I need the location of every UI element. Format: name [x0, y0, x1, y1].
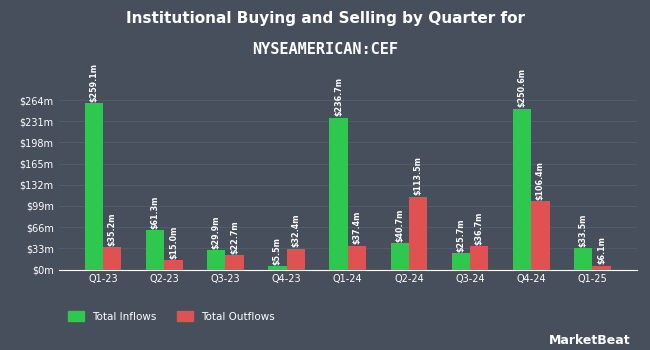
- Bar: [391, 243, 409, 270]
- Text: $37.4m: $37.4m: [352, 211, 361, 244]
- Bar: [592, 266, 611, 270]
- Bar: [84, 103, 103, 270]
- Text: $29.9m: $29.9m: [212, 216, 221, 249]
- Bar: [207, 250, 226, 270]
- Text: $113.5m: $113.5m: [413, 156, 423, 195]
- Bar: [348, 245, 366, 270]
- Text: $25.7m: $25.7m: [456, 218, 465, 252]
- Bar: [268, 266, 287, 270]
- Text: Institutional Buying and Selling by Quarter for: Institutional Buying and Selling by Quar…: [125, 10, 525, 26]
- Text: $22.7m: $22.7m: [230, 220, 239, 254]
- Bar: [409, 197, 427, 270]
- Text: $106.4m: $106.4m: [536, 161, 545, 200]
- Text: $259.1m: $259.1m: [90, 63, 98, 102]
- Text: $15.0m: $15.0m: [169, 225, 178, 259]
- Text: $40.7m: $40.7m: [395, 209, 404, 242]
- Text: $236.7m: $236.7m: [334, 77, 343, 116]
- Bar: [574, 248, 592, 270]
- Legend: Total Inflows, Total Outflows: Total Inflows, Total Outflows: [64, 307, 279, 326]
- Bar: [164, 260, 183, 270]
- Bar: [531, 201, 549, 270]
- Text: $6.1m: $6.1m: [597, 237, 606, 264]
- Text: $32.4m: $32.4m: [291, 214, 300, 247]
- Bar: [452, 253, 470, 270]
- Text: $35.2m: $35.2m: [108, 212, 117, 246]
- Text: $36.7m: $36.7m: [474, 211, 484, 245]
- Text: $33.5m: $33.5m: [578, 214, 588, 247]
- Text: NYSEAMERICAN:CEF: NYSEAMERICAN:CEF: [252, 42, 398, 57]
- Bar: [287, 249, 305, 270]
- Text: $250.6m: $250.6m: [517, 68, 526, 107]
- Bar: [470, 246, 488, 270]
- Bar: [513, 109, 531, 270]
- Bar: [146, 230, 164, 270]
- Text: $5.5m: $5.5m: [273, 237, 282, 265]
- Text: MarketBeat: MarketBeat: [549, 334, 630, 346]
- Bar: [226, 255, 244, 270]
- Bar: [330, 118, 348, 270]
- Bar: [103, 247, 122, 270]
- Text: $61.3m: $61.3m: [151, 196, 160, 229]
